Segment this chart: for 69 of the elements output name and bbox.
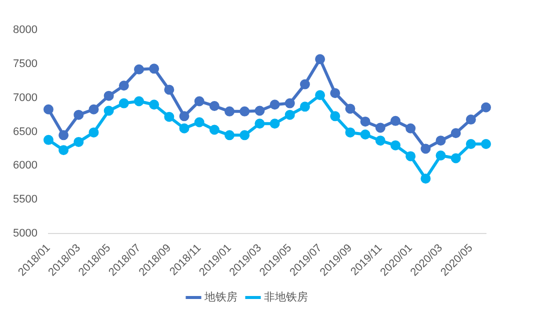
point xyxy=(74,136,84,147)
point xyxy=(360,116,370,127)
point xyxy=(315,54,326,64)
point xyxy=(164,112,174,122)
point xyxy=(58,130,69,140)
point xyxy=(270,100,280,110)
point xyxy=(284,110,295,120)
point xyxy=(118,98,129,108)
point xyxy=(134,64,144,74)
legend-label: 非地铁房 xyxy=(264,290,308,304)
point xyxy=(209,124,220,135)
point xyxy=(436,150,446,161)
point xyxy=(240,106,250,116)
point xyxy=(118,80,129,91)
point xyxy=(224,106,235,116)
point xyxy=(104,90,114,101)
point xyxy=(450,153,461,164)
point xyxy=(43,104,54,114)
point xyxy=(149,100,160,110)
point xyxy=(270,118,280,129)
point xyxy=(375,136,386,146)
point xyxy=(164,84,174,95)
y-tick-label: 6500 xyxy=(12,126,38,138)
y-tick-label: 7500 xyxy=(12,58,38,70)
point xyxy=(104,106,114,116)
point xyxy=(240,130,250,140)
point xyxy=(254,106,265,116)
point xyxy=(345,104,356,114)
point xyxy=(390,140,400,150)
point xyxy=(315,90,326,100)
point xyxy=(284,98,295,108)
point xyxy=(436,136,446,146)
point xyxy=(300,102,310,112)
point xyxy=(74,110,84,120)
point xyxy=(300,79,310,90)
point xyxy=(88,104,99,114)
y-tick-label: 7000 xyxy=(12,92,38,104)
y-tick-label: 5500 xyxy=(12,194,38,206)
legend-label: 地铁房 xyxy=(204,290,238,304)
point xyxy=(345,127,356,138)
point xyxy=(360,129,370,140)
point xyxy=(420,144,431,154)
point xyxy=(194,117,204,128)
point xyxy=(406,151,416,162)
point xyxy=(420,174,431,184)
y-tick-label: 6000 xyxy=(12,160,38,172)
point xyxy=(330,88,340,98)
y-tick-label: 5000 xyxy=(12,228,38,240)
point xyxy=(179,123,190,134)
point xyxy=(481,138,491,149)
point xyxy=(330,111,340,122)
point xyxy=(43,134,54,145)
point xyxy=(375,122,386,133)
point xyxy=(134,96,144,106)
point xyxy=(450,128,461,138)
point xyxy=(179,111,190,122)
y-tick-label: 8000 xyxy=(12,24,38,36)
point xyxy=(224,130,235,140)
point xyxy=(88,127,99,138)
point xyxy=(194,96,204,106)
point xyxy=(58,145,69,156)
point xyxy=(209,100,220,111)
point xyxy=(390,116,400,126)
point xyxy=(481,102,491,112)
point xyxy=(466,114,476,125)
point xyxy=(406,123,416,134)
point xyxy=(149,64,160,74)
point xyxy=(466,138,476,149)
point xyxy=(254,118,265,129)
